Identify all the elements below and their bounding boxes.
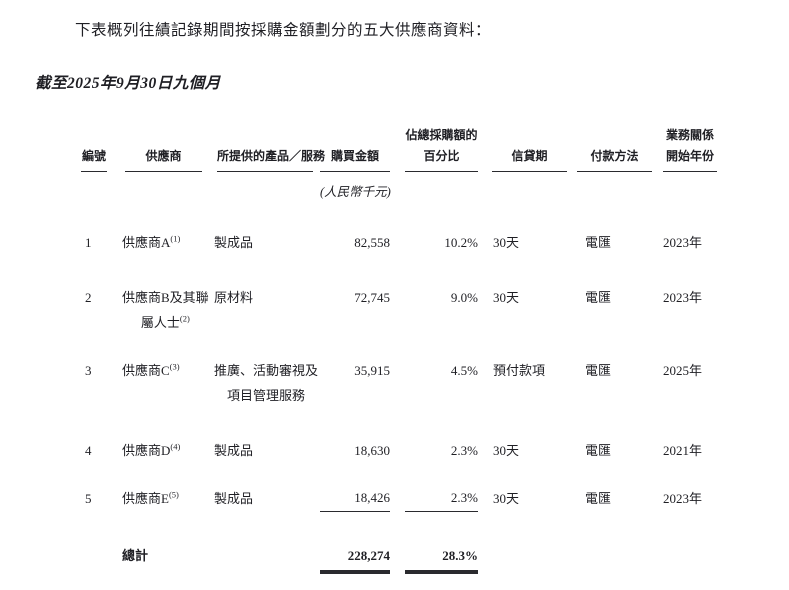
header-payment-label: 付款方法 xyxy=(590,149,639,163)
header-row: 編號 供應商 所提供的產品／服務 購買金額 佔總採購額的 百分比 信貸期 xyxy=(80,123,720,172)
col-header-payment-method: 付款方法 xyxy=(572,123,657,172)
cell-supplier: 供應商B及其聯 屬人士(2) xyxy=(122,290,209,330)
cell-amount: 18,630 xyxy=(354,443,390,458)
total-percentage: 28.3% xyxy=(397,543,485,574)
cell-relationship-year: 2023年 xyxy=(663,290,703,305)
cell-credit-period: 30天 xyxy=(493,290,520,305)
cell-percentage: 10.2% xyxy=(444,235,478,250)
footnote-marker: (4) xyxy=(170,441,181,452)
cell-no: 2 xyxy=(85,290,92,305)
footnote-marker: (1) xyxy=(170,233,181,244)
cell-relationship-year: 2025年 xyxy=(663,363,703,378)
cell-payment-method: 電匯 xyxy=(585,290,612,305)
header-year-line1: 業務關係 xyxy=(665,128,714,142)
cell-amount: 82,558 xyxy=(354,235,390,250)
header-supplier-label: 供應商 xyxy=(145,149,182,163)
header-products-label: 所提供的產品／服務 xyxy=(217,149,326,163)
cell-products: 原材料 xyxy=(214,290,254,305)
cell-no: 5 xyxy=(85,491,92,506)
col-header-percentage: 佔總採購額的 百分比 xyxy=(397,123,485,172)
cell-supplier: 供應商E(5) xyxy=(122,489,179,506)
cell-relationship-year: 2023年 xyxy=(663,491,703,506)
table-row: 2 供應商B及其聯 屬人士(2) 原材料 72,745 9.0% 30天 電匯 2… xyxy=(80,285,720,358)
cell-relationship-year: 2021年 xyxy=(663,443,703,458)
cell-payment-method: 電匯 xyxy=(585,235,612,250)
total-label: 總計 xyxy=(122,548,149,563)
cell-amount: 72,745 xyxy=(354,290,390,305)
cell-percentage: 9.0% xyxy=(450,290,478,305)
double-rule xyxy=(320,570,390,574)
amount-unit-label: (人民幣千元) xyxy=(320,185,391,199)
col-header-supplier: 供應商 xyxy=(116,123,210,172)
cell-supplier: 供應商A(1) xyxy=(122,233,181,250)
cell-no: 1 xyxy=(85,235,92,250)
cell-no: 3 xyxy=(85,363,92,378)
unit-row: (人民幣千元) xyxy=(80,172,720,230)
cell-relationship-year: 2023年 xyxy=(663,235,703,250)
total-amount: 228,274 xyxy=(316,543,397,574)
col-header-products: 所提供的產品／服務 xyxy=(210,123,326,172)
cell-percentage: 2.3% xyxy=(450,443,478,458)
footnote-marker: (5) xyxy=(168,489,179,500)
cell-products: 製成品 xyxy=(214,491,254,506)
col-header-no: 編號 xyxy=(80,123,116,172)
double-rule xyxy=(405,570,478,574)
cell-credit-period: 預付款項 xyxy=(493,363,546,378)
cell-products: 製成品 xyxy=(214,235,254,250)
cell-amount: 35,915 xyxy=(354,363,390,378)
cell-credit-period: 30天 xyxy=(493,443,520,458)
cell-products: 推廣、活動審視及 項目管理服務 xyxy=(214,363,319,403)
cell-payment-method: 電匯 xyxy=(585,363,612,378)
col-header-relationship-year: 業務關係 開始年份 xyxy=(657,123,720,172)
header-pct-line2: 百分比 xyxy=(423,149,460,163)
header-amount-label: 購買金額 xyxy=(330,149,379,163)
col-header-amount: 購買金額 xyxy=(316,123,397,172)
cell-payment-method: 電匯 xyxy=(585,491,612,506)
cell-products: 製成品 xyxy=(214,443,254,458)
cell-amount: 18,426 xyxy=(316,486,397,543)
cell-credit-period: 30天 xyxy=(493,235,520,250)
table-row: 3 供應商C(3) 推廣、活動審視及 項目管理服務 35,915 4.5% 預付款… xyxy=(80,358,720,438)
cell-payment-method: 電匯 xyxy=(585,443,612,458)
header-year-line2: 開始年份 xyxy=(665,149,714,163)
cell-no: 4 xyxy=(85,443,92,458)
table-row: 1 供應商A(1) 製成品 82,558 10.2% 30天 電匯 2023年 xyxy=(80,230,720,285)
cell-percentage: 2.3% xyxy=(397,486,485,543)
top-suppliers-table: 編號 供應商 所提供的產品／服務 購買金額 佔總採購額的 百分比 信貸期 xyxy=(80,123,720,574)
header-pct-line1: 佔總採購額的 xyxy=(405,128,478,142)
total-row: 總計 228,274 28.3% xyxy=(80,543,720,574)
intro-paragraph: 下表概列往績記錄期間按採購金額劃分的五大供應商資料： xyxy=(75,22,492,39)
footnote-marker: (3) xyxy=(169,361,180,372)
col-header-credit-period: 信貸期 xyxy=(485,123,572,172)
header-credit-label: 信貸期 xyxy=(511,149,548,163)
table-row: 4 供應商D(4) 製成品 18,630 2.3% 30天 電匯 2021年 xyxy=(80,438,720,486)
header-no-label: 編號 xyxy=(81,149,106,163)
table-row: 5 供應商E(5) 製成品 18,426 2.3% 30天 電匯 2023年 xyxy=(80,486,720,543)
period-title: 截至2025年9月30日九個月 xyxy=(35,75,221,92)
footnote-marker: (2) xyxy=(179,313,190,324)
cell-credit-period: 30天 xyxy=(493,491,520,506)
cell-percentage: 4.5% xyxy=(450,363,478,378)
cell-supplier: 供應商C(3) xyxy=(122,361,180,378)
cell-supplier: 供應商D(4) xyxy=(122,441,181,458)
